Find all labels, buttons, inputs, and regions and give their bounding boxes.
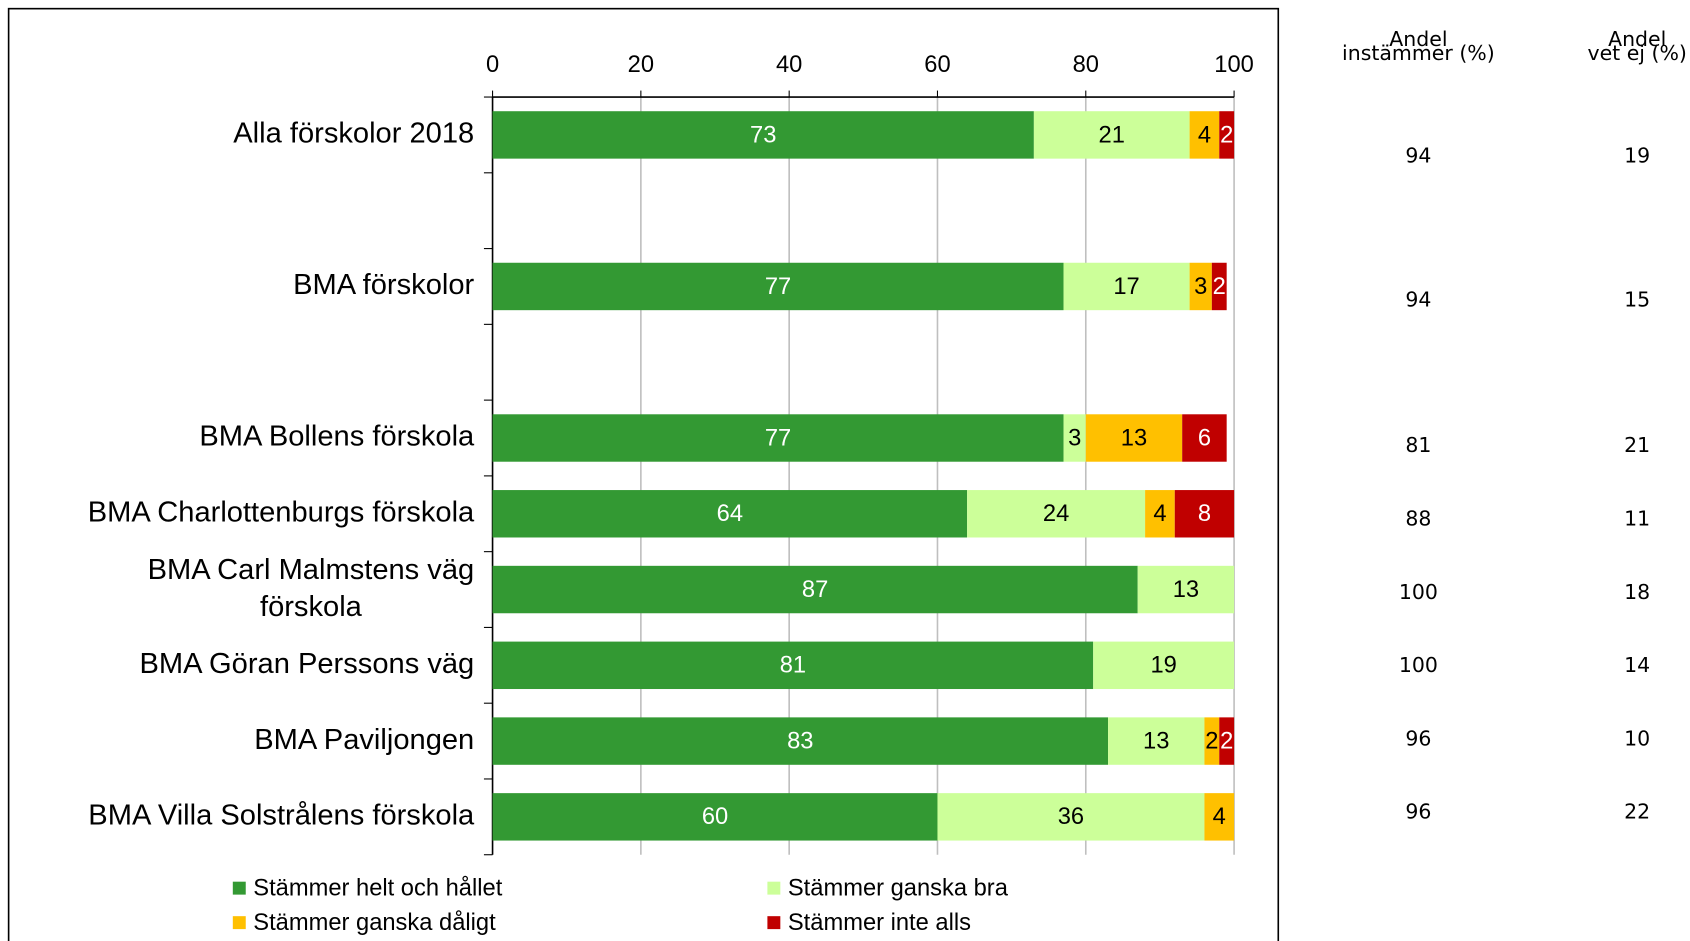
data-label: 4 <box>1213 804 1226 830</box>
bar-segment <box>1219 111 1235 159</box>
data-label: 87 <box>802 577 828 603</box>
bar-segment <box>1137 565 1235 614</box>
bar-segment <box>492 717 1109 765</box>
data-label: 13 <box>1121 425 1147 451</box>
table-cell: 81 <box>1405 433 1431 457</box>
data-label: 2 <box>1213 274 1226 300</box>
legend-label: Stämmer inte alls <box>788 910 971 936</box>
data-label: 24 <box>1043 501 1069 527</box>
data-label: 77 <box>765 274 791 300</box>
bar-segment <box>967 490 1146 538</box>
x-tick-label: 60 <box>924 52 950 78</box>
bar-segment <box>1085 414 1183 462</box>
y-tick-label: BMA förskolor <box>293 269 474 301</box>
data-label: 83 <box>787 728 813 754</box>
data-label: 4 <box>1153 501 1166 527</box>
bar-segment <box>492 490 968 538</box>
table-cell: 21 <box>1624 433 1650 457</box>
bar-segment <box>1063 262 1190 311</box>
x-tick-label: 80 <box>1073 52 1099 78</box>
bar-segment <box>1182 414 1227 462</box>
table-cell: 10 <box>1624 726 1650 750</box>
table-cell: 18 <box>1624 580 1650 604</box>
data-label: 13 <box>1143 728 1169 754</box>
legend-label: Stämmer ganska bra <box>788 875 1009 901</box>
bar-segment <box>1145 490 1175 538</box>
data-label: 4 <box>1198 122 1211 148</box>
bar-segment <box>1211 262 1227 311</box>
legend-swatch <box>767 916 781 930</box>
x-tick-label: 0 <box>486 52 499 78</box>
y-tick-label: BMA Göran Perssons väg <box>140 648 475 680</box>
data-label: 17 <box>1113 274 1139 300</box>
table-cell: 96 <box>1405 726 1431 750</box>
data-label: 19 <box>1150 653 1176 679</box>
table-header: vet ej (%) <box>1587 41 1686 65</box>
bar-segment <box>1204 793 1235 841</box>
x-tick-label: 40 <box>776 52 802 78</box>
data-label: 2 <box>1220 728 1233 754</box>
table-header: Andel <box>1608 27 1666 51</box>
data-label: 2 <box>1205 728 1218 754</box>
data-label: 60 <box>702 804 728 830</box>
x-tick-label: 100 <box>1214 52 1254 78</box>
y-tick-label: BMA Carl Malmstens väg förskola <box>148 554 475 623</box>
table-cell: 19 <box>1624 143 1650 167</box>
legend-label: Stämmer ganska dåligt <box>253 909 496 936</box>
data-label: 13 <box>1173 577 1199 603</box>
data-label: 8 <box>1198 501 1211 527</box>
bar-segment <box>1189 262 1212 311</box>
data-label: 21 <box>1099 122 1125 148</box>
bar-segment <box>492 111 1034 159</box>
legend-label: Stämmer helt och hållet <box>253 874 502 901</box>
data-label: 3 <box>1194 274 1207 300</box>
bar-segment <box>1204 717 1220 765</box>
table-cell: 96 <box>1405 800 1431 824</box>
y-tick-label: BMA Paviljongen <box>254 724 474 756</box>
data-label: 6 <box>1198 425 1211 451</box>
bar-segment <box>1033 111 1190 159</box>
bar-segment <box>1063 414 1086 462</box>
y-tick-label: BMA Villa Solstrålens förskola <box>88 800 475 832</box>
data-label: 64 <box>717 501 743 527</box>
bar-segment <box>492 565 1138 614</box>
bar-segment <box>1093 641 1235 690</box>
chart-frame <box>7 7 1280 941</box>
y-tick-label: Alla förskolor 2018 <box>233 118 474 150</box>
table-cell: 22 <box>1624 800 1650 824</box>
data-label: 73 <box>750 122 776 148</box>
table-cell: 100 <box>1399 580 1438 604</box>
legend-swatch <box>232 881 246 895</box>
x-tick-label: 20 <box>628 52 654 78</box>
table-cell: 14 <box>1624 653 1650 677</box>
table-cell: 15 <box>1624 288 1650 312</box>
bar-segment <box>1174 490 1235 538</box>
table-cell: 94 <box>1405 143 1431 167</box>
bar-segment <box>1189 111 1220 159</box>
y-tick-label: BMA Bollens förskola <box>199 421 475 453</box>
bar-segment <box>1108 717 1205 765</box>
bar-segment <box>492 793 938 841</box>
table-cell: 88 <box>1405 507 1431 531</box>
legend-swatch <box>232 916 246 930</box>
data-label: 81 <box>780 653 806 679</box>
table-cell: 11 <box>1624 507 1650 531</box>
data-label: 2 <box>1220 122 1233 148</box>
y-tick-label: BMA Charlottenburgs förskola <box>88 496 475 528</box>
bar-segment <box>492 414 1064 462</box>
table-cell: 94 <box>1405 288 1431 312</box>
data-label: 36 <box>1058 804 1084 830</box>
table-header: instämmer (%) <box>1342 41 1495 65</box>
legend-swatch <box>767 881 781 895</box>
bar-segment <box>492 641 1094 690</box>
bar-segment <box>492 262 1064 311</box>
data-label: 3 <box>1068 425 1081 451</box>
bar-segment <box>1219 717 1235 765</box>
table-header: Andel <box>1389 27 1447 51</box>
bar-segment <box>937 793 1205 841</box>
data-label: 77 <box>765 425 791 451</box>
table-cell: 100 <box>1399 653 1438 677</box>
